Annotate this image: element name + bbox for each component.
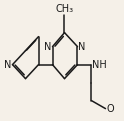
- Text: N: N: [44, 42, 51, 52]
- Text: O: O: [107, 104, 114, 114]
- Text: NH: NH: [93, 60, 107, 70]
- Text: N: N: [78, 42, 86, 52]
- Text: N: N: [4, 60, 12, 70]
- Text: CH₃: CH₃: [55, 4, 74, 14]
